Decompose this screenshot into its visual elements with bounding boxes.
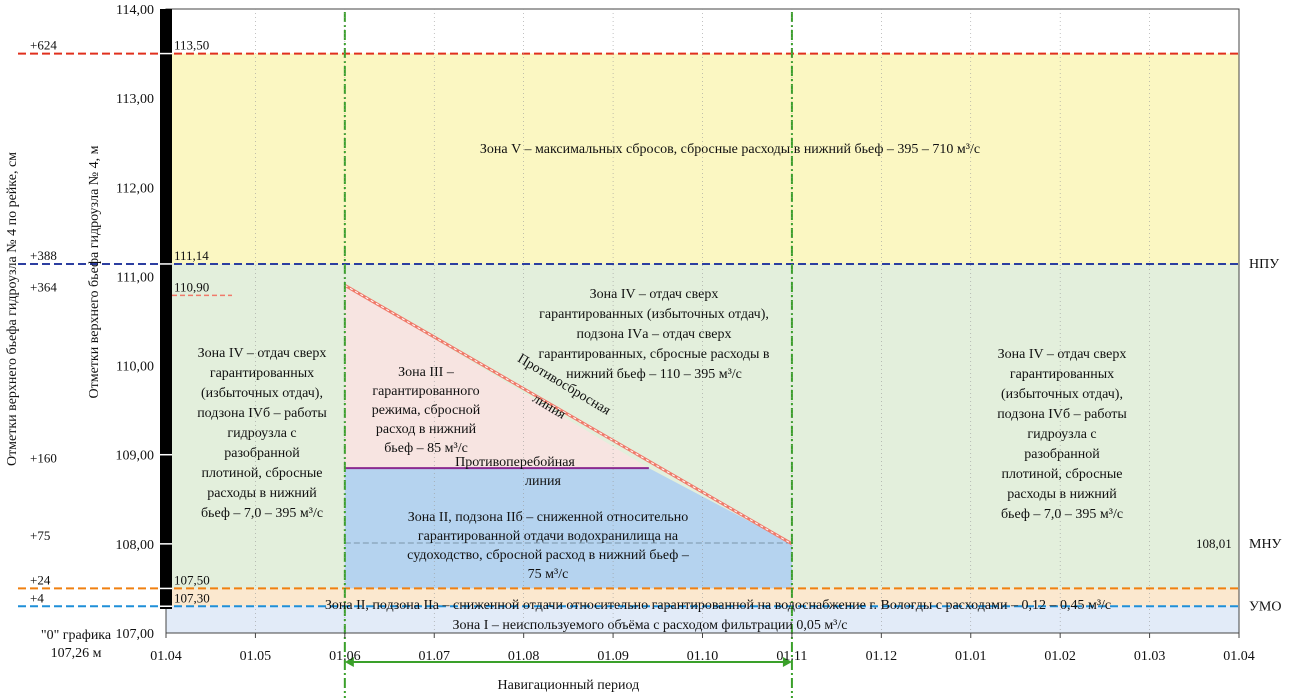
zone-iib-area [344, 468, 792, 589]
level-label: 110,90 [174, 279, 209, 294]
zone-iia-label: Зона II, подзона IIа – сниженной отдачи … [325, 598, 1111, 613]
x-tick-label: 01.05 [240, 649, 272, 664]
y-axis-label: Отметки верхнего бьефа гидроузла № 4, м [87, 145, 102, 398]
x-tick-label: 01.12 [866, 649, 898, 664]
mnu-name: МНУ [1249, 537, 1282, 552]
navigation-arrow-head-left [344, 657, 354, 667]
zone-ivb-right-label: подзона IVб – работы [997, 407, 1127, 422]
navigation-period-label: Навигационный период [498, 678, 640, 693]
zone-ivb-right-label: (избыточных отдач), [1001, 387, 1123, 402]
gauge-bar [160, 9, 172, 609]
zone-iva-label: нижний бьеф – 110 – 395 м³/с [566, 367, 742, 382]
zone-ivb-right-label: расходы в нижний [1007, 487, 1117, 502]
rail-mark: +4 [30, 590, 44, 605]
zone-iib-label: гарантированной отдачи водохранилища на [418, 529, 679, 544]
level-name: УМО [1249, 599, 1281, 614]
zone-ivb-left-label: подзона IVб – работы [197, 406, 327, 421]
zero-label: "0" графика [41, 628, 112, 643]
zone-ivb-left-label: разобранной [224, 446, 300, 461]
zone-ivb-right-label: разобранной [1024, 447, 1100, 462]
anti-discharge-line-dash [344, 284, 793, 545]
level-label: 107,50 [174, 572, 210, 587]
x-tick-label: 01.04 [150, 649, 182, 664]
rail-mark: +388 [30, 248, 57, 263]
zone-ivb-left-label: (избыточных отдач), [201, 386, 323, 401]
zone-iib-label: Зона II, подзона IIб – сниженной относит… [408, 510, 689, 525]
zone-iib-label: судоходство, сбросной расход в нижний бь… [407, 548, 690, 563]
zone-ivb-left-label: плотиной, сбросные [201, 466, 322, 481]
zone-iii-label: гарантированного [372, 384, 479, 399]
zone-iva-label: Зона IV – отдач сверх [590, 287, 719, 302]
zone-ivb-right-label: бьеф – 7,0 – 395 м³/с [1001, 507, 1123, 522]
y-tick-label: 107,00 [116, 627, 155, 642]
x-tick-label: 01.07 [419, 649, 451, 664]
zone-ivb-left-label: Зона IV – отдач сверх [198, 346, 327, 361]
zones-layer [166, 53, 1239, 633]
zone-iva-label: гарантированных, сбросные расходы в [539, 347, 770, 362]
zero-label-value: 107,26 м [51, 646, 102, 661]
level-label: 111,14 [174, 248, 209, 263]
y-tick-label: 113,00 [116, 92, 154, 107]
y-tick-label: 110,00 [116, 360, 154, 375]
anti-interruption-label-2: линия [525, 474, 561, 489]
zone-ivb-left-label: бьеф – 7,0 – 395 м³/с [201, 506, 323, 521]
level-label: 107,30 [174, 590, 210, 605]
rail-mark: +160 [30, 451, 57, 466]
x-tick-label: 01.09 [597, 649, 629, 664]
lines-layer [18, 12, 1239, 698]
x-tick-label: 01.03 [1134, 649, 1166, 664]
zone-ivb-right-label: гидроузла с [1027, 427, 1096, 442]
zone-ivb-left-label: гарантированных [210, 366, 314, 381]
level-name: НПУ [1249, 257, 1279, 272]
zone-iva-label: подзона IVа – отдач сверх [576, 327, 731, 342]
zone-ivb-right-label: гарантированных [1010, 367, 1114, 382]
zone-ivb-right-label: плотиной, сбросные [1001, 467, 1122, 482]
zone-iii-label: бьеф – 85 м³/с [384, 441, 468, 456]
zone-ivb-left-label: расходы в нижний [207, 486, 317, 501]
zone-ivb-right-label: Зона IV – отдач сверх [998, 347, 1127, 362]
y-axis-label-rail: Отметки верхнего бьефа гидроузла № 4 по … [5, 152, 20, 466]
x-tick-label: 01.06 [329, 649, 361, 664]
rail-mark: +364 [30, 279, 57, 294]
anti-interruption-label: Противоперебойная [455, 455, 575, 470]
zone-ivb-left-label: гидроузла с [227, 426, 296, 441]
y-tick-label: 114,00 [116, 3, 154, 18]
zone-iva-label: гарантированных (избыточных отдач), [539, 307, 769, 322]
x-tick-label: 01.04 [1223, 649, 1255, 664]
mnu-value: 108,01 [1196, 536, 1232, 551]
zone-iii-area [344, 285, 649, 469]
x-tick-label: 01.08 [508, 649, 540, 664]
zone-v-label: Зона V – максимальных сбросов, сбросные … [480, 142, 980, 157]
x-tick-label: 01.10 [687, 649, 719, 664]
x-tick-label: 01.02 [1044, 649, 1076, 664]
rail-mark: +624 [30, 38, 57, 53]
y-tick-label: 111,00 [117, 270, 154, 285]
rail-mark: +24 [30, 572, 51, 587]
x-tick-label: 01.11 [776, 649, 807, 664]
zone-iii-label: расход в нижний [376, 422, 477, 437]
zone-i-label: Зона I – неиспользуемого объёма с расход… [453, 618, 848, 633]
zone-iii-label: Зона III – [398, 365, 455, 380]
y-tick-label: 109,00 [116, 449, 155, 464]
level-label: 113,50 [174, 38, 209, 53]
zone-iib-label: 75 м³/с [528, 567, 569, 582]
text-layer: 113,50 +624 111,14 +388 НПУ 107,50 +24 107,30 +4… [5, 3, 1282, 693]
rail-mark: +75 [30, 528, 50, 543]
x-tick-label: 01.01 [955, 649, 987, 664]
y-tick-label: 112,00 [116, 181, 154, 196]
y-tick-label: 108,00 [116, 538, 155, 553]
zone-iii-label: режима, сбросной [372, 403, 481, 418]
navigation-arrow-head-right [782, 657, 792, 667]
axis-layer [160, 8, 1240, 638]
